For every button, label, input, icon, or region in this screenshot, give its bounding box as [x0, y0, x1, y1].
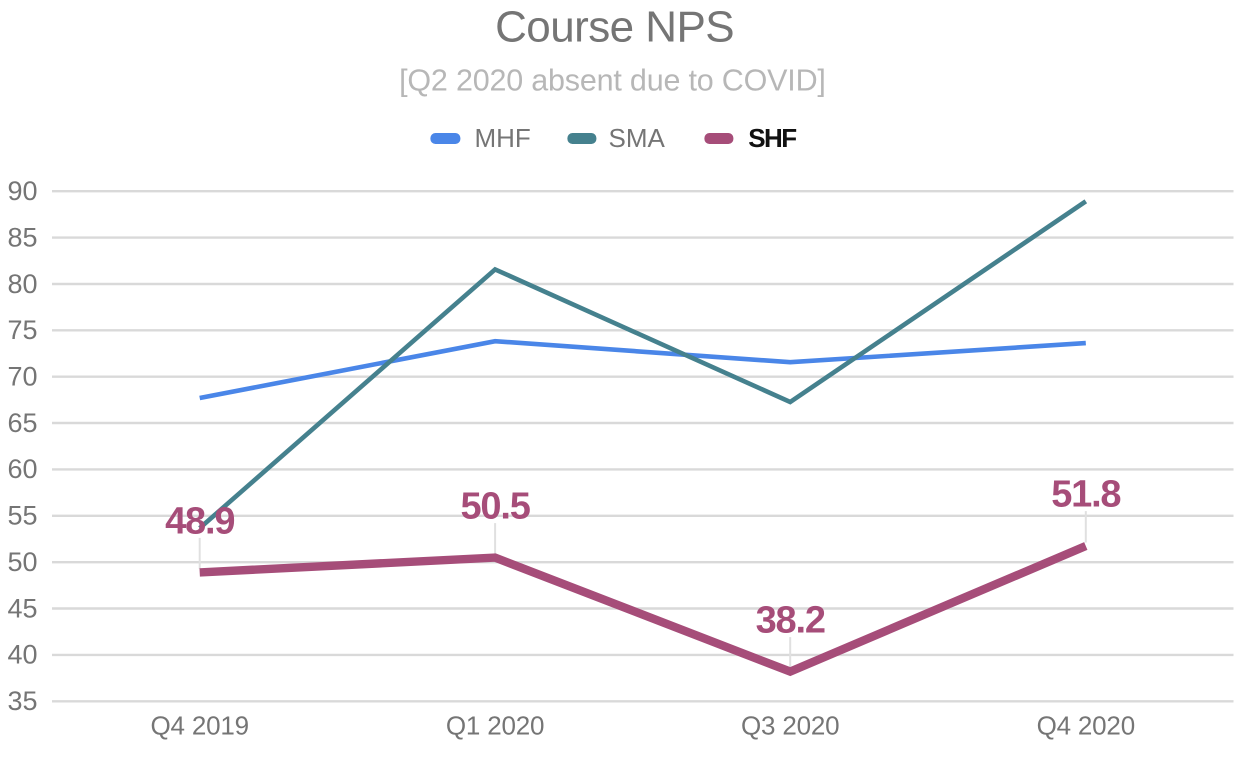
svg-text:65: 65 [7, 408, 37, 438]
svg-text:50: 50 [7, 547, 37, 577]
svg-text:MHF: MHF [475, 123, 531, 153]
svg-text:Q4 2019: Q4 2019 [151, 711, 249, 741]
svg-text:70: 70 [7, 362, 37, 392]
svg-text:55: 55 [7, 501, 37, 531]
svg-text:SHF: SHF [748, 123, 796, 153]
svg-text:45: 45 [7, 593, 37, 623]
svg-text:75: 75 [7, 315, 37, 345]
svg-text:90: 90 [7, 176, 37, 206]
svg-text:SMA: SMA [609, 123, 666, 153]
svg-text:Course NPS: Course NPS [495, 2, 734, 51]
svg-text:Q3 2020: Q3 2020 [741, 711, 839, 741]
svg-text:80: 80 [7, 269, 37, 299]
svg-text:[Q2 2020 absent due to COVID]: [Q2 2020 absent due to COVID] [399, 64, 826, 98]
svg-text:85: 85 [7, 222, 37, 252]
svg-text:50.5: 50.5 [461, 486, 531, 528]
svg-text:60: 60 [7, 454, 37, 484]
svg-text:48.9: 48.9 [165, 500, 234, 542]
svg-text:38.2: 38.2 [756, 600, 825, 642]
svg-text:35: 35 [7, 686, 37, 716]
svg-text:51.8: 51.8 [1051, 474, 1120, 516]
svg-text:Q4 2020: Q4 2020 [1037, 711, 1135, 741]
svg-text:40: 40 [7, 640, 37, 670]
svg-text:Q1 2020: Q1 2020 [446, 711, 544, 741]
